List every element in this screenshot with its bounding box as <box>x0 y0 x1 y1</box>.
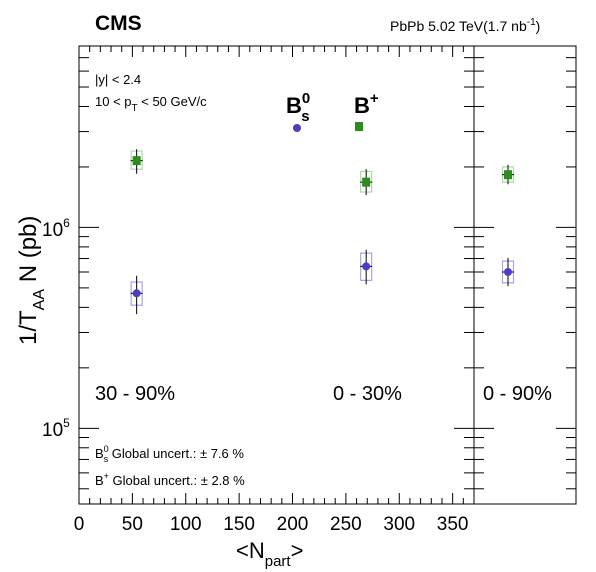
centrality-label-integrated: 0 - 90% <box>483 383 552 405</box>
x-axis-tick-labels: 0 50 100 150 200 250 300 350 <box>74 514 469 535</box>
bs-global-uncert: B0 s Global uncert.: ± 7.6 % <box>95 444 244 464</box>
legend-bs-marker <box>293 124 301 132</box>
rapidity-cut: |y| < 2.4 <box>95 72 141 87</box>
data-point-circle <box>504 267 512 276</box>
x-tick-label: 300 <box>383 514 415 535</box>
x-tick-label: 150 <box>223 514 255 535</box>
bplus-label: B+ <box>354 90 379 118</box>
data-point-circle <box>362 262 371 271</box>
data-points <box>130 149 515 315</box>
y-axis-ticks <box>79 45 576 490</box>
integrated-plot-frame <box>473 45 577 505</box>
x-tick-label: 0 <box>74 514 85 535</box>
bp-global-uncert: B+ Global uncert.: ± 2.8 % <box>95 471 245 488</box>
x-tick-label: 100 <box>170 514 202 535</box>
pt-cut: 10 < pT < 50 GeV/c <box>95 94 207 114</box>
experiment-label: CMS <box>95 12 142 35</box>
y-axis-title: 1/TAA N (pb) <box>15 216 48 345</box>
y-tick-label-1e6: 106 <box>42 216 70 241</box>
collision-label: PbPb 5.02 TeV(1.7 nb-1) <box>390 17 540 34</box>
centrality-label-peripheral: 30 - 90% <box>95 383 175 405</box>
data-point-square <box>362 177 371 187</box>
legend-bplus-marker <box>355 122 363 131</box>
main-plot-frame <box>78 45 475 505</box>
x-tick-label: 50 <box>122 514 143 535</box>
bs-label: B0 s <box>286 90 310 125</box>
data-point-circle <box>132 289 141 298</box>
x-tick-label: 200 <box>277 514 309 535</box>
x-tick-label: 250 <box>330 514 362 535</box>
x-tick-label: 350 <box>437 514 469 535</box>
y-tick-label-1e5: 105 <box>42 416 70 441</box>
x-axis-ticks <box>78 46 475 504</box>
data-point-square <box>504 170 512 180</box>
x-axis-title: <Npart> <box>236 538 303 570</box>
centrality-label-central: 0 - 30% <box>333 383 402 405</box>
data-point-square <box>132 156 141 166</box>
